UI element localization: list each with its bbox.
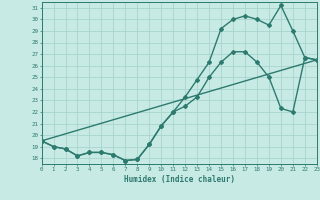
X-axis label: Humidex (Indice chaleur): Humidex (Indice chaleur) <box>124 175 235 184</box>
